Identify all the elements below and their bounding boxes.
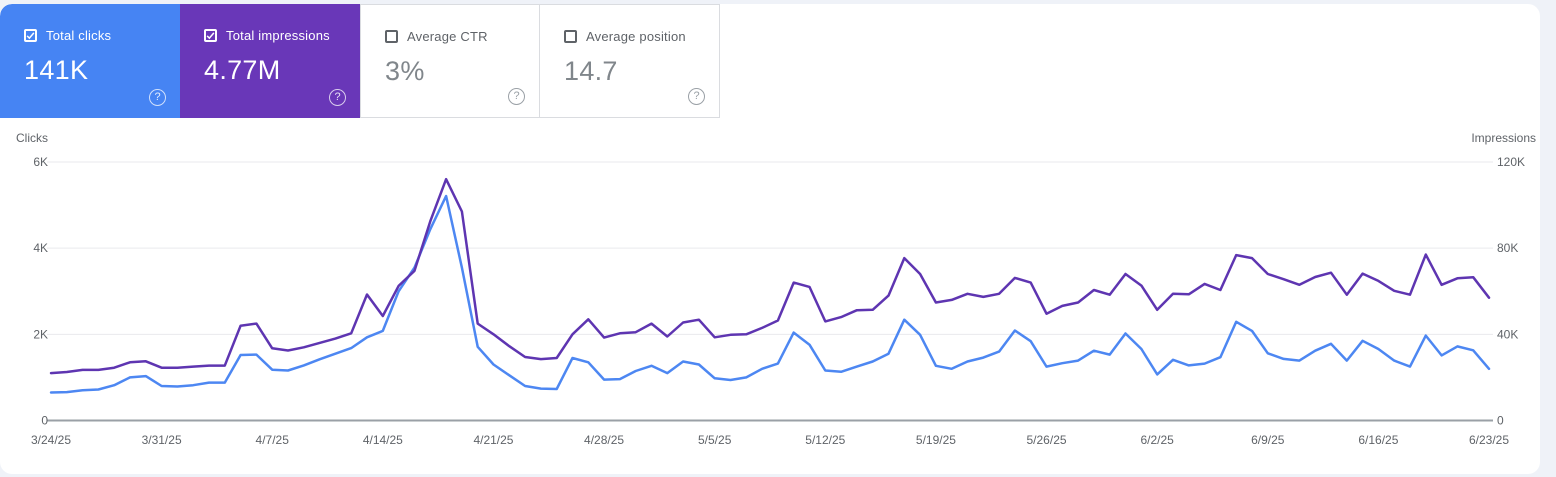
card-header: Average CTR <box>385 29 523 44</box>
performance-chart[interactable]: Clicks Impressions 0 2K 4K 6K 0 40K 80K 120K 3/24/… <box>0 118 1540 474</box>
x-tick-label: 4/14/25 <box>363 433 403 447</box>
metric-label: Average CTR <box>407 29 488 44</box>
checkbox-checked-icon[interactable] <box>204 29 217 42</box>
x-tick-label: 5/12/25 <box>805 433 845 447</box>
checkbox-checked-icon[interactable] <box>24 29 37 42</box>
card-total-clicks[interactable]: Total clicks 141K ? <box>0 4 180 118</box>
card-header: Average position <box>564 29 703 44</box>
x-tick-label: 3/31/25 <box>142 433 182 447</box>
x-tick-label: 6/16/25 <box>1358 433 1398 447</box>
x-tick-label: 5/26/25 <box>1027 433 1067 447</box>
right-axis-tick: 0 <box>1497 414 1504 428</box>
checkbox-unchecked-icon[interactable] <box>385 30 398 43</box>
right-axis-tick: 40K <box>1497 327 1518 341</box>
clicks-impressions-chart[interactable]: Clicks Impressions 0 2K 4K 6K 0 40K 80K 120K 3/24/… <box>0 118 1540 474</box>
card-average-ctr[interactable]: Average CTR 3% ? <box>360 4 540 118</box>
metric-label: Total impressions <box>226 28 330 43</box>
metric-value: 3% <box>385 56 425 86</box>
performance-panel: Total clicks 141K ? Total impressions 4.… <box>0 4 1540 474</box>
left-axis-tick: 0 <box>41 414 48 428</box>
x-tick-label: 5/5/25 <box>698 433 732 447</box>
help-icon[interactable]: ? <box>508 88 525 105</box>
right-axis-title: Impressions <box>1471 131 1536 145</box>
right-axis-tick: 80K <box>1497 241 1518 255</box>
card-average-position[interactable]: Average position 14.7 ? <box>540 4 720 118</box>
card-header: Total impressions <box>204 28 344 43</box>
help-icon[interactable]: ? <box>688 88 705 105</box>
metric-label: Total clicks <box>46 28 112 43</box>
x-tick-label: 6/23/25 <box>1469 433 1509 447</box>
x-tick-label: 3/24/25 <box>31 433 71 447</box>
checkbox-unchecked-icon[interactable] <box>564 30 577 43</box>
help-icon[interactable]: ? <box>149 89 166 106</box>
left-axis-tick: 6K <box>33 155 48 169</box>
metric-label: Average position <box>586 29 686 44</box>
x-tick-label: 4/7/25 <box>256 433 290 447</box>
x-tick-label: 5/19/25 <box>916 433 956 447</box>
clicks-line[interactable] <box>49 194 1491 394</box>
left-axis-tick: 4K <box>33 241 48 255</box>
card-total-impressions[interactable]: Total impressions 4.77M ? <box>180 4 360 118</box>
metric-value: 141K <box>24 55 89 85</box>
x-tick-label: 4/21/25 <box>473 433 513 447</box>
right-axis-tick: 120K <box>1497 155 1525 169</box>
x-tick-label: 4/28/25 <box>584 433 624 447</box>
impressions-line[interactable] <box>49 177 1491 375</box>
x-tick-label: 6/9/25 <box>1251 433 1285 447</box>
metric-value: 4.77M <box>204 55 281 85</box>
left-axis-tick: 2K <box>33 327 48 341</box>
metric-value: 14.7 <box>564 56 618 86</box>
x-tick-label: 6/2/25 <box>1140 433 1174 447</box>
metric-cards-row: Total clicks 141K ? Total impressions 4.… <box>0 4 1540 118</box>
card-header: Total clicks <box>24 28 164 43</box>
left-axis-title: Clicks <box>16 131 48 145</box>
help-icon[interactable]: ? <box>329 89 346 106</box>
